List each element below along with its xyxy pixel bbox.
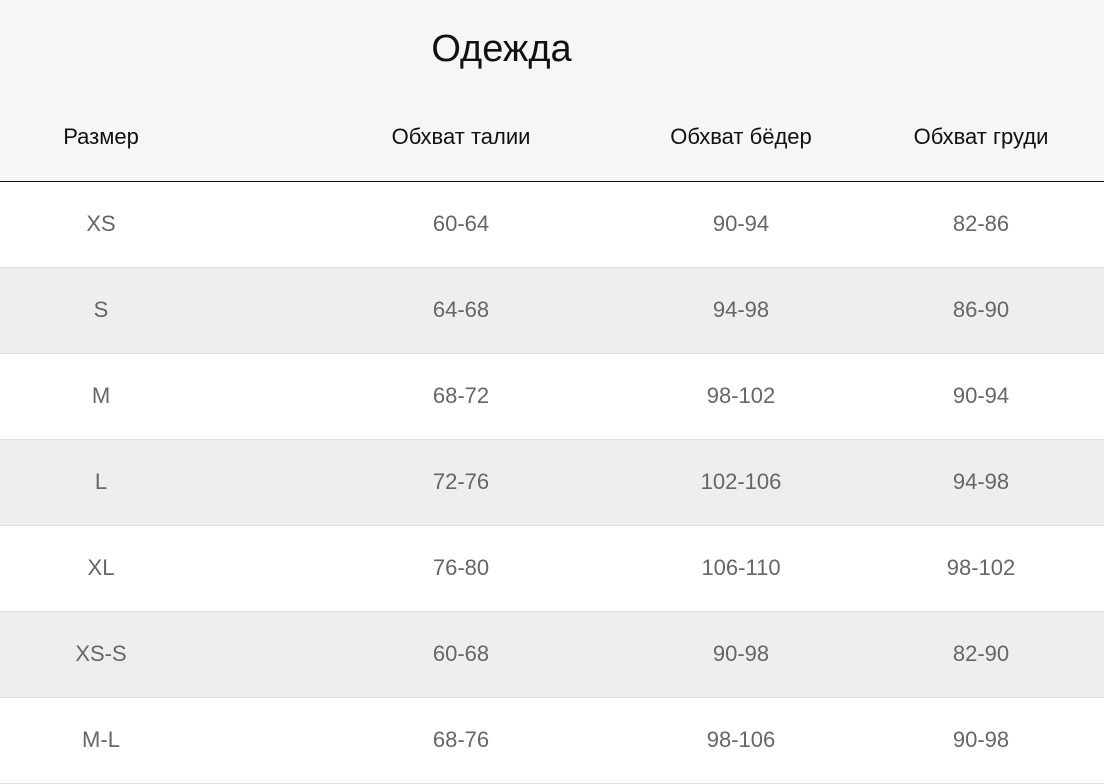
table-row: XL 76-80 106-110 98-102: [0, 526, 1104, 612]
waist-cell: 64-68: [432, 297, 490, 322]
table-header: Одежда Размер Обхват талии Обхват бёдер …: [0, 0, 1104, 182]
chest-cell: 82-90: [952, 641, 1010, 666]
size-cell: M: [91, 383, 111, 408]
table-row: S 64-68 94-98 86-90: [0, 268, 1104, 354]
waist-cell: 60-64: [432, 211, 490, 236]
size-cell: XL: [87, 555, 115, 580]
column-header-chest: Обхват груди: [913, 124, 1049, 149]
size-cell: XS-S: [75, 641, 127, 666]
waist-cell: 68-76: [432, 727, 490, 752]
chest-cell: 98-102: [946, 555, 1016, 580]
waist-cell: 68-72: [432, 383, 490, 408]
hips-cell: 90-94: [712, 211, 770, 236]
waist-cell: 72-76: [432, 469, 490, 494]
column-header-waist: Обхват талии: [391, 124, 531, 149]
chest-cell: 90-94: [952, 383, 1010, 408]
table-row: L 72-76 102-106 94-98: [0, 440, 1104, 526]
size-cell: L: [94, 469, 108, 494]
size-cell: M-L: [82, 727, 120, 752]
table-row: M 68-72 98-102 90-94: [0, 354, 1104, 440]
table-row: XS-S 60-68 90-98 82-90: [0, 612, 1104, 698]
hips-cell: 98-106: [706, 727, 776, 752]
hips-cell: 102-106: [700, 469, 782, 494]
chest-cell: 90-98: [952, 727, 1010, 752]
table-row: XS 60-64 90-94 82-86: [0, 182, 1104, 268]
hips-cell: 94-98: [712, 297, 770, 322]
size-cell: S: [93, 297, 109, 322]
column-header-hips: Обхват бёдер: [670, 124, 812, 149]
waist-cell: 76-80: [432, 555, 490, 580]
table-title: Одежда: [431, 28, 572, 70]
column-header-size: Размер: [63, 124, 139, 149]
hips-cell: 90-98: [712, 641, 770, 666]
hips-cell: 98-102: [706, 383, 776, 408]
chest-cell: 94-98: [952, 469, 1010, 494]
table-row: M-L 68-76 98-106 90-98: [0, 698, 1104, 784]
waist-cell: 60-68: [432, 641, 490, 666]
size-cell: XS: [86, 211, 116, 236]
chest-cell: 82-86: [952, 211, 1010, 236]
hips-cell: 106-110: [701, 555, 781, 580]
chest-cell: 86-90: [952, 297, 1010, 322]
